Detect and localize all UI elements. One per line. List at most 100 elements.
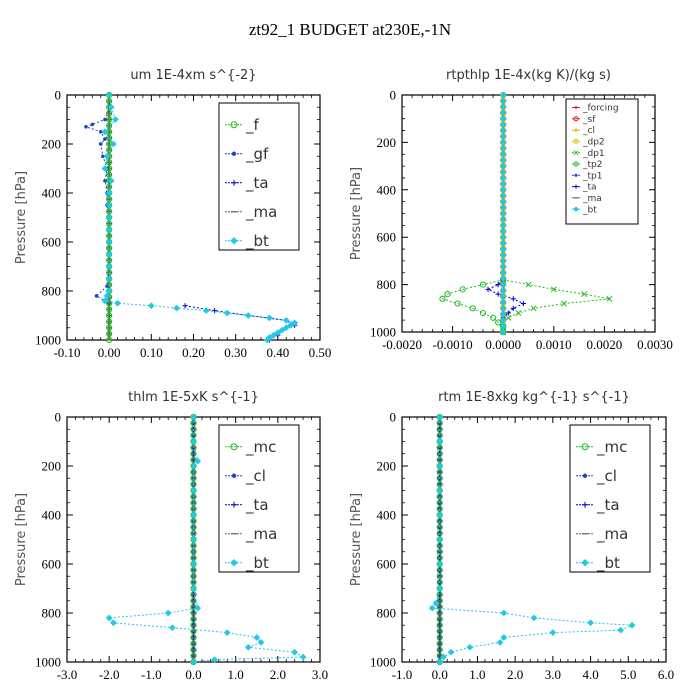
legend-label: _bt bbox=[245, 554, 269, 573]
y-axis-label: Pressure [hPa] bbox=[14, 171, 29, 264]
y-tick-label: 400 bbox=[42, 186, 62, 201]
data-point bbox=[495, 291, 501, 297]
data-point bbox=[447, 648, 455, 656]
legend-entry: _mc bbox=[225, 438, 276, 457]
legend-label: _bt bbox=[596, 554, 620, 573]
data-point bbox=[194, 604, 202, 612]
y-tick-label: 1000 bbox=[35, 333, 61, 348]
legend-marker bbox=[573, 138, 579, 144]
plot-area bbox=[439, 91, 613, 336]
y-tick-label: 800 bbox=[377, 606, 397, 621]
legend-marker bbox=[231, 179, 237, 186]
data-point bbox=[223, 309, 231, 317]
data-point bbox=[109, 619, 117, 627]
data-point bbox=[194, 457, 202, 465]
data-point bbox=[530, 305, 537, 312]
data-point bbox=[520, 300, 527, 307]
data-point bbox=[107, 103, 115, 111]
data-point bbox=[94, 294, 99, 298]
legend-marker bbox=[582, 473, 588, 478]
data-point bbox=[436, 585, 444, 592]
data-point bbox=[173, 304, 181, 312]
data-point bbox=[454, 300, 461, 307]
legend-marker bbox=[230, 443, 238, 451]
data-point bbox=[444, 290, 451, 298]
legend-label: _bt bbox=[582, 205, 597, 215]
data-point bbox=[428, 604, 436, 612]
data-point bbox=[105, 263, 113, 270]
data-point bbox=[105, 91, 113, 99]
data-point bbox=[505, 314, 512, 321]
data-point bbox=[168, 624, 176, 632]
legend-entry: _ta bbox=[225, 174, 269, 193]
x-tick-label: -1.0 bbox=[141, 667, 162, 682]
data-point bbox=[107, 177, 115, 185]
legend-entry: _mc bbox=[576, 438, 627, 457]
data-point bbox=[282, 324, 290, 332]
data-point bbox=[244, 312, 252, 319]
y-tick-label: 200 bbox=[42, 137, 62, 152]
data-point bbox=[530, 614, 538, 622]
y-tick-label: 200 bbox=[377, 135, 397, 150]
legend-label: _sf bbox=[582, 115, 596, 125]
legend-marker bbox=[574, 105, 578, 110]
series-bt bbox=[101, 91, 299, 344]
legend-label: _tp1 bbox=[582, 171, 602, 181]
legend-marker bbox=[573, 161, 579, 167]
data-point bbox=[190, 438, 197, 445]
series-line bbox=[431, 417, 633, 663]
legend-label: _ta bbox=[582, 183, 597, 193]
data-point bbox=[274, 329, 282, 337]
x-tick-label: -3.0 bbox=[57, 667, 78, 682]
legend: _forcing_sf_cl _dp2_dp1_tp2_tp1 _ta_ma_bt bbox=[565, 98, 639, 225]
series-line bbox=[108, 417, 305, 663]
legend-entry: _ma bbox=[225, 203, 277, 222]
y-tick-label: 600 bbox=[42, 557, 62, 572]
panel-title: rtm 1E-8xkg kg^{-1} s^{-1} bbox=[438, 390, 630, 405]
data-point bbox=[244, 643, 252, 651]
data-point bbox=[182, 303, 188, 309]
legend-label: _ma bbox=[245, 203, 277, 222]
legend-label: _cl bbox=[582, 126, 595, 136]
y-tick-label: 1000 bbox=[370, 325, 396, 340]
data-point bbox=[282, 316, 290, 324]
data-point bbox=[459, 286, 466, 293]
data-point bbox=[436, 438, 444, 445]
legend-entry: _cl bbox=[576, 467, 617, 486]
data-point bbox=[515, 310, 522, 316]
y-tick-label: 600 bbox=[377, 557, 397, 572]
x-tick-label: -0.0010 bbox=[433, 337, 473, 352]
data-point bbox=[114, 299, 122, 307]
data-point bbox=[495, 319, 502, 326]
legend-label: _ma bbox=[596, 525, 628, 544]
y-tick-label: 600 bbox=[377, 230, 397, 245]
data-point bbox=[466, 643, 474, 651]
legend-entry: _gf bbox=[225, 145, 269, 164]
data-point bbox=[436, 413, 444, 421]
data-point bbox=[291, 648, 299, 656]
chart-panel-3: thlm 1E-5xK s^{-1} Pressure [hPa] -3.0 -2.0… bbox=[14, 390, 328, 682]
y-tick-label: 1000 bbox=[370, 655, 396, 670]
legend-entry: _bt bbox=[576, 554, 620, 573]
data-point bbox=[606, 295, 613, 302]
legend-label: _forcing bbox=[582, 104, 619, 114]
data-point bbox=[190, 462, 197, 470]
legend: _f _gf _ta _ma _bt bbox=[218, 102, 300, 251]
legend-label: _cl bbox=[596, 467, 617, 486]
data-point bbox=[505, 310, 511, 316]
plot-area bbox=[84, 91, 299, 344]
data-point bbox=[436, 462, 444, 470]
legend-marker bbox=[231, 151, 237, 156]
data-point bbox=[439, 295, 446, 302]
x-tick-label: 0.20 bbox=[182, 345, 205, 360]
legend-label: _ta bbox=[596, 496, 620, 515]
data-point bbox=[101, 154, 105, 159]
data-point bbox=[101, 165, 109, 172]
y-tick-label: 400 bbox=[377, 182, 397, 197]
legend-entry: _sf bbox=[572, 115, 596, 125]
data-point bbox=[211, 308, 218, 314]
x-tick-label: 1.0 bbox=[228, 667, 244, 682]
legend-marker bbox=[573, 150, 579, 156]
data-point bbox=[617, 626, 625, 634]
data-point bbox=[525, 281, 532, 288]
